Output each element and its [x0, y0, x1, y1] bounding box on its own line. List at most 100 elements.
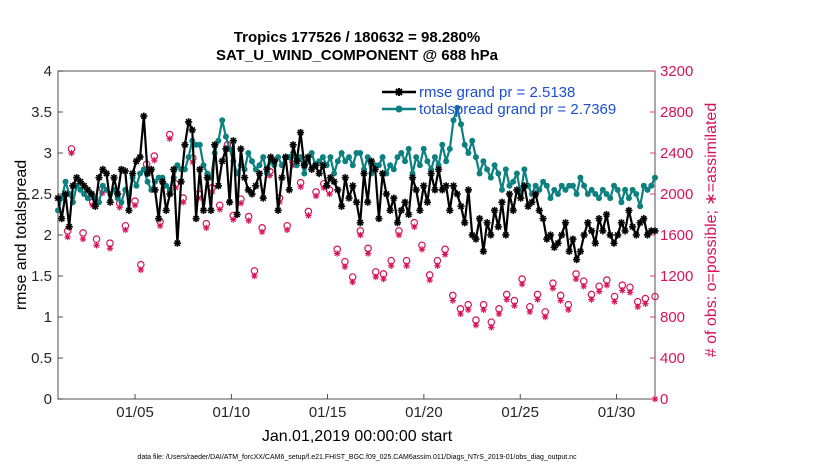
assimilated-obs-marker: [603, 282, 611, 289]
rmse-point: [252, 182, 260, 190]
assimilated-obs-marker: [137, 266, 145, 274]
totalspread-point: [394, 154, 401, 161]
totalspread-point: [555, 191, 561, 197]
y-tick-label: 3: [44, 145, 52, 162]
rmse-point: [188, 126, 196, 134]
rmse-point: [54, 194, 62, 202]
totalspread-point: [219, 117, 226, 124]
rmse-point: [304, 153, 312, 161]
rmse-point: [338, 202, 346, 210]
rmse-point: [587, 227, 596, 235]
rmse-point: [371, 165, 379, 173]
totalspread-point: [357, 150, 364, 156]
totalspread-point: [402, 158, 408, 165]
rmse-point: [461, 219, 469, 227]
rmse-point: [323, 182, 331, 190]
rmse-point: [114, 190, 122, 198]
rmse-point: [625, 206, 633, 214]
totalspread-point: [603, 191, 610, 197]
rmse-point: [229, 137, 237, 145]
rmse-point: [591, 239, 599, 247]
totalspread-point: [506, 182, 513, 189]
rmse-point: [606, 231, 614, 239]
assimilated-obs-marker: [364, 250, 372, 257]
rmse-point: [397, 206, 405, 214]
totalspread-point: [487, 174, 494, 181]
assimilated-obs-marker: [245, 217, 252, 224]
assimilated-obs-marker: [542, 313, 549, 321]
rmse-point: [285, 186, 293, 194]
rmse-series: [54, 112, 659, 264]
totalspread-point: [416, 162, 423, 169]
rmse-point: [610, 239, 618, 247]
x-axis-label: Jan.01,2019 00:00:00 start: [262, 428, 453, 445]
totalspread-point: [633, 191, 640, 197]
totalspread-point: [387, 162, 394, 169]
rmse-point: [102, 169, 111, 178]
totalspread-point: [390, 166, 397, 173]
assimilated-obs-marker: [480, 306, 487, 313]
rmse-point: [453, 190, 461, 198]
assimilated-obs-marker: [131, 202, 139, 209]
totalspread-point: [648, 182, 655, 189]
totalspread-point: [420, 145, 427, 152]
assimilated-obs-marker: [380, 275, 387, 283]
rmse-point: [412, 186, 420, 194]
legend-rmse-marker: [395, 88, 403, 96]
rmse-point: [364, 198, 372, 206]
rmse-point: [95, 174, 103, 182]
rmse-point: [58, 215, 66, 223]
footer-file-path: data file: /Users/raeder/DAI/ATM_forcXX/…: [137, 454, 577, 461]
rmse-point: [147, 165, 155, 173]
y-tick-label: 1: [44, 309, 52, 326]
totalspread-point: [577, 174, 584, 181]
assimilated-obs-marker: [326, 190, 333, 198]
y-tick-label: 2: [44, 227, 52, 244]
totalspread-point: [637, 203, 644, 210]
totalspread-point: [472, 154, 479, 161]
assimilated-obs-marker: [651, 395, 659, 403]
rmse-point: [289, 141, 297, 149]
rmse-point: [614, 231, 622, 239]
rmse-point: [483, 219, 491, 227]
totalspread-point: [640, 182, 647, 189]
rmse-point: [218, 157, 226, 165]
rmse-point: [491, 206, 499, 214]
rmse-point: [621, 227, 629, 235]
totalspread-point: [461, 141, 468, 148]
rmse-point: [110, 174, 118, 182]
totalspread-point: [584, 191, 591, 197]
y2-tick-label: 0: [660, 391, 668, 408]
totalspread-point: [465, 150, 472, 156]
rmse-point: [382, 190, 390, 198]
rmse-point: [211, 141, 219, 149]
rmse-point: [408, 174, 417, 182]
rmse-point: [192, 215, 200, 223]
totalspread-point: [480, 158, 487, 165]
totalspread-point: [458, 121, 464, 128]
rmse-point: [535, 206, 543, 214]
totalspread-point: [450, 117, 457, 124]
rmse-point: [76, 178, 85, 186]
y-axis-label: rmse and totalspread: [13, 160, 30, 310]
assimilated-obs-marker: [580, 283, 587, 290]
rmse-point: [390, 194, 398, 202]
assimilated-obs-marker: [565, 306, 572, 313]
rmse-point: [595, 215, 603, 223]
totalspread-point: [618, 199, 625, 206]
plot-area: [57, 70, 656, 400]
rmse-point: [617, 219, 626, 227]
assimilated-obs-marker: [572, 275, 580, 283]
assimilated-obs-marker: [305, 212, 312, 219]
rmse-point: [505, 190, 514, 198]
totalspread-point: [502, 166, 509, 173]
totalspread-point: [334, 158, 341, 165]
rmse-point: [449, 182, 458, 190]
rmse-point: [472, 235, 480, 243]
rmse-point: [528, 198, 536, 206]
totalspread-point: [629, 186, 636, 193]
rmse-point: [457, 202, 465, 210]
totalspread-point: [491, 162, 498, 169]
totalspread-point: [185, 154, 192, 161]
rmse-point: [121, 167, 129, 175]
